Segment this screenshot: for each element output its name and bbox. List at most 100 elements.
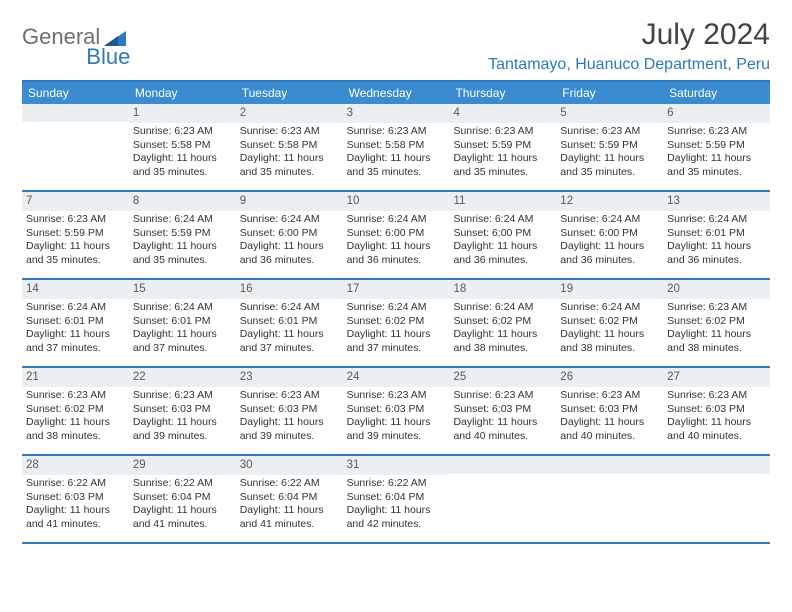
day-number: 26 — [556, 368, 663, 387]
calendar-day-cell: 18Sunrise: 6:24 AMSunset: 6:02 PMDayligh… — [449, 280, 556, 366]
sunrise-text: Sunrise: 6:23 AM — [560, 389, 659, 403]
day-number: 28 — [22, 456, 129, 475]
sunset-text: Sunset: 6:04 PM — [133, 491, 232, 505]
sunset-text: Sunset: 6:03 PM — [240, 403, 339, 417]
day-number — [449, 456, 556, 474]
sunset-text: Sunset: 6:03 PM — [133, 403, 232, 417]
daylight-text: Daylight: 11 hours and 37 minutes. — [347, 328, 446, 355]
calendar-day-cell — [556, 456, 663, 542]
day-number: 2 — [236, 104, 343, 123]
calendar-day-cell: 22Sunrise: 6:23 AMSunset: 6:03 PMDayligh… — [129, 368, 236, 454]
day-body: Sunrise: 6:23 AMSunset: 5:59 PMDaylight:… — [663, 123, 770, 184]
day-body: Sunrise: 6:24 AMSunset: 6:01 PMDaylight:… — [236, 299, 343, 360]
sunrise-text: Sunrise: 6:24 AM — [453, 213, 552, 227]
day-number: 11 — [449, 192, 556, 211]
sunset-text: Sunset: 6:03 PM — [26, 491, 125, 505]
calendar-day-cell: 11Sunrise: 6:24 AMSunset: 6:00 PMDayligh… — [449, 192, 556, 278]
daylight-text: Daylight: 11 hours and 37 minutes. — [133, 328, 232, 355]
sunrise-text: Sunrise: 6:24 AM — [560, 301, 659, 315]
day-body: Sunrise: 6:24 AMSunset: 6:00 PMDaylight:… — [449, 211, 556, 272]
calendar-week-row: 1Sunrise: 6:23 AMSunset: 5:58 PMDaylight… — [22, 104, 770, 192]
daylight-text: Daylight: 11 hours and 40 minutes. — [560, 416, 659, 443]
calendar-day-cell — [663, 456, 770, 542]
day-body: Sunrise: 6:24 AMSunset: 6:02 PMDaylight:… — [343, 299, 450, 360]
sunrise-text: Sunrise: 6:23 AM — [133, 389, 232, 403]
calendar-day-cell: 21Sunrise: 6:23 AMSunset: 6:02 PMDayligh… — [22, 368, 129, 454]
day-number: 9 — [236, 192, 343, 211]
sunrise-text: Sunrise: 6:24 AM — [240, 213, 339, 227]
sunrise-text: Sunrise: 6:22 AM — [240, 477, 339, 491]
daylight-text: Daylight: 11 hours and 36 minutes. — [667, 240, 766, 267]
sunrise-text: Sunrise: 6:23 AM — [347, 125, 446, 139]
daylight-text: Daylight: 11 hours and 37 minutes. — [26, 328, 125, 355]
calendar-day-cell: 30Sunrise: 6:22 AMSunset: 6:04 PMDayligh… — [236, 456, 343, 542]
calendar-day-cell: 20Sunrise: 6:23 AMSunset: 6:02 PMDayligh… — [663, 280, 770, 366]
day-body: Sunrise: 6:24 AMSunset: 6:01 PMDaylight:… — [663, 211, 770, 272]
daylight-text: Daylight: 11 hours and 35 minutes. — [240, 152, 339, 179]
weekday-header: Tuesday — [236, 82, 343, 104]
weekday-header: Monday — [129, 82, 236, 104]
daylight-text: Daylight: 11 hours and 40 minutes. — [667, 416, 766, 443]
sunset-text: Sunset: 6:03 PM — [667, 403, 766, 417]
title-block: July 2024 Tantamayo, Huanuco Department,… — [488, 18, 770, 74]
sunset-text: Sunset: 5:59 PM — [133, 227, 232, 241]
sunset-text: Sunset: 6:01 PM — [26, 315, 125, 329]
day-body: Sunrise: 6:23 AMSunset: 5:58 PMDaylight:… — [236, 123, 343, 184]
day-number: 25 — [449, 368, 556, 387]
brand-part2: Blue — [86, 44, 130, 70]
sunset-text: Sunset: 6:04 PM — [347, 491, 446, 505]
daylight-text: Daylight: 11 hours and 42 minutes. — [347, 504, 446, 531]
day-number: 17 — [343, 280, 450, 299]
calendar-day-cell: 28 Sunrise: 6:22 AMSunset: 6:03 PMDayligh… — [22, 456, 129, 542]
day-body — [663, 474, 770, 480]
calendar-day-cell: 5Sunrise: 6:23 AMSunset: 5:59 PMDaylight… — [556, 104, 663, 190]
day-body: Sunrise: 6:24 AMSunset: 6:01 PMDaylight:… — [22, 299, 129, 360]
sunrise-text: Sunrise: 6:23 AM — [26, 389, 125, 403]
daylight-text: Daylight: 11 hours and 35 minutes. — [453, 152, 552, 179]
sunset-text: Sunset: 6:03 PM — [453, 403, 552, 417]
weekday-header: Wednesday — [343, 82, 450, 104]
sunrise-text: Sunrise: 6:23 AM — [667, 389, 766, 403]
calendar-day-cell: 16Sunrise: 6:24 AMSunset: 6:01 PMDayligh… — [236, 280, 343, 366]
calendar-week-row: 7Sunrise: 6:23 AMSunset: 5:59 PMDaylight… — [22, 192, 770, 280]
day-number — [22, 104, 129, 122]
day-body: Sunrise: 6:23 AMSunset: 5:59 PMDaylight:… — [22, 211, 129, 272]
calendar-day-cell — [449, 456, 556, 542]
day-body: Sunrise: 6:23 AMSunset: 6:03 PMDaylight:… — [663, 387, 770, 448]
daylight-text: Daylight: 11 hours and 38 minutes. — [26, 416, 125, 443]
calendar-page: General Blue July 2024 Tantamayo, Huanuc… — [0, 0, 792, 544]
day-number: 13 — [663, 192, 770, 211]
sunrise-text: Sunrise: 6:24 AM — [133, 301, 232, 315]
day-number: 3 — [343, 104, 450, 123]
sunrise-text: Sunrise: 6:23 AM — [667, 301, 766, 315]
daylight-text: Daylight: 11 hours and 36 minutes. — [453, 240, 552, 267]
sunset-text: Sunset: 5:59 PM — [453, 139, 552, 153]
day-number: 30 — [236, 456, 343, 475]
location-subtitle: Tantamayo, Huanuco Department, Peru — [488, 56, 770, 74]
daylight-text: Daylight: 11 hours and 35 minutes. — [560, 152, 659, 179]
sunrise-text: Sunrise: 6:22 AM — [26, 477, 125, 491]
daylight-text: Daylight: 11 hours and 41 minutes. — [26, 504, 125, 531]
day-number: 19 — [556, 280, 663, 299]
day-body: Sunrise: 6:24 AMSunset: 6:02 PMDaylight:… — [556, 299, 663, 360]
sunrise-text: Sunrise: 6:23 AM — [453, 125, 552, 139]
daylight-text: Daylight: 11 hours and 41 minutes. — [133, 504, 232, 531]
daylight-text: Daylight: 11 hours and 36 minutes. — [347, 240, 446, 267]
day-number: 24 — [343, 368, 450, 387]
day-number: 23 — [236, 368, 343, 387]
calendar-day-cell: 7Sunrise: 6:23 AMSunset: 5:59 PMDaylight… — [22, 192, 129, 278]
calendar-day-cell: 3Sunrise: 6:23 AMSunset: 5:58 PMDaylight… — [343, 104, 450, 190]
sunset-text: Sunset: 5:58 PM — [133, 139, 232, 153]
day-number: 14 — [22, 280, 129, 299]
calendar-day-cell: 24Sunrise: 6:23 AMSunset: 6:03 PMDayligh… — [343, 368, 450, 454]
daylight-text: Daylight: 11 hours and 35 minutes. — [133, 152, 232, 179]
sunrise-text: Sunrise: 6:23 AM — [347, 389, 446, 403]
day-body: Sunrise: 6:24 AMSunset: 5:59 PMDaylight:… — [129, 211, 236, 272]
calendar-week-row: 21Sunrise: 6:23 AMSunset: 6:02 PMDayligh… — [22, 368, 770, 456]
month-title: July 2024 — [488, 18, 770, 52]
day-body: Sunrise: 6:24 AMSunset: 6:01 PMDaylight:… — [129, 299, 236, 360]
calendar-day-cell: 15Sunrise: 6:24 AMSunset: 6:01 PMDayligh… — [129, 280, 236, 366]
sunrise-text: Sunrise: 6:24 AM — [26, 301, 125, 315]
sunset-text: Sunset: 6:00 PM — [560, 227, 659, 241]
day-body: Sunrise: 6:23 AMSunset: 5:58 PMDaylight:… — [343, 123, 450, 184]
